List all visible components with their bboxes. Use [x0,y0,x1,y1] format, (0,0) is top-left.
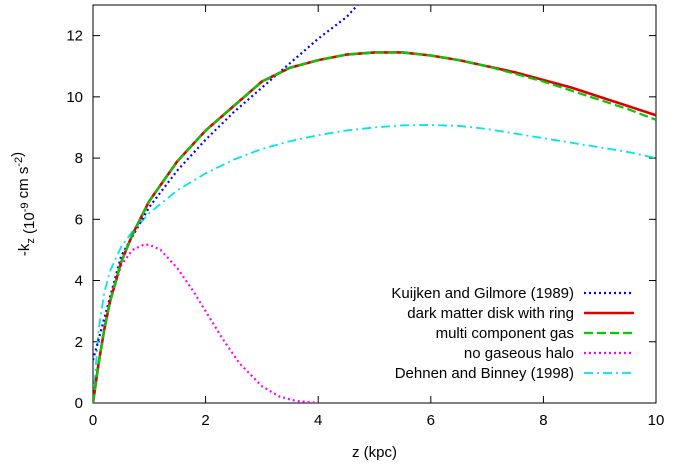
y-axis-title: -kz (10-9 cm s-2) [9,152,38,256]
x-tick-label: 10 [648,412,665,429]
y-tick-label: 6 [75,211,83,228]
series-line-0 [93,5,358,360]
y-axis-title-part: -2 [13,157,25,167]
y-axis-title-part: ) [9,152,26,157]
x-tick-label: 0 [89,412,97,429]
axis-ticks: 0 2 4 6 8 10 0 2 4 6 8 10 12 [66,5,664,429]
y-axis-title-part: -9 [19,202,31,212]
y-axis-title-part: cm s [15,167,32,203]
legend-label: Kuijken and Gilmore (1989) [391,285,574,302]
legend-label: dark matter disk with ring [407,305,574,322]
x-axis-title: z (kpc) [352,444,397,461]
y-tick-label: 10 [66,89,83,106]
x-tick-label: 8 [539,412,547,429]
x-tick-label: 4 [314,412,322,429]
y-axis-title-part: -k [16,243,33,256]
y-tick-label: 4 [75,273,83,290]
series-line-3 [93,245,318,403]
y-axis-title-part: (10 [21,212,38,238]
x-tick-label: 2 [201,412,209,429]
y-tick-label: 8 [75,150,83,167]
y-tick-label: 12 [66,28,83,45]
legend-label: no gaseous halo [464,345,574,362]
y-tick-label: 2 [75,334,83,351]
y-tick-label: 0 [75,395,83,412]
legend-label: Dehnen and Binney (1998) [395,365,574,382]
series-lines [93,5,656,403]
legend: Kuijken and Gilmore (1989) dark matter di… [391,285,634,382]
legend-label: multi component gas [436,325,574,342]
plot-frame [93,5,656,403]
x-tick-label: 6 [427,412,435,429]
